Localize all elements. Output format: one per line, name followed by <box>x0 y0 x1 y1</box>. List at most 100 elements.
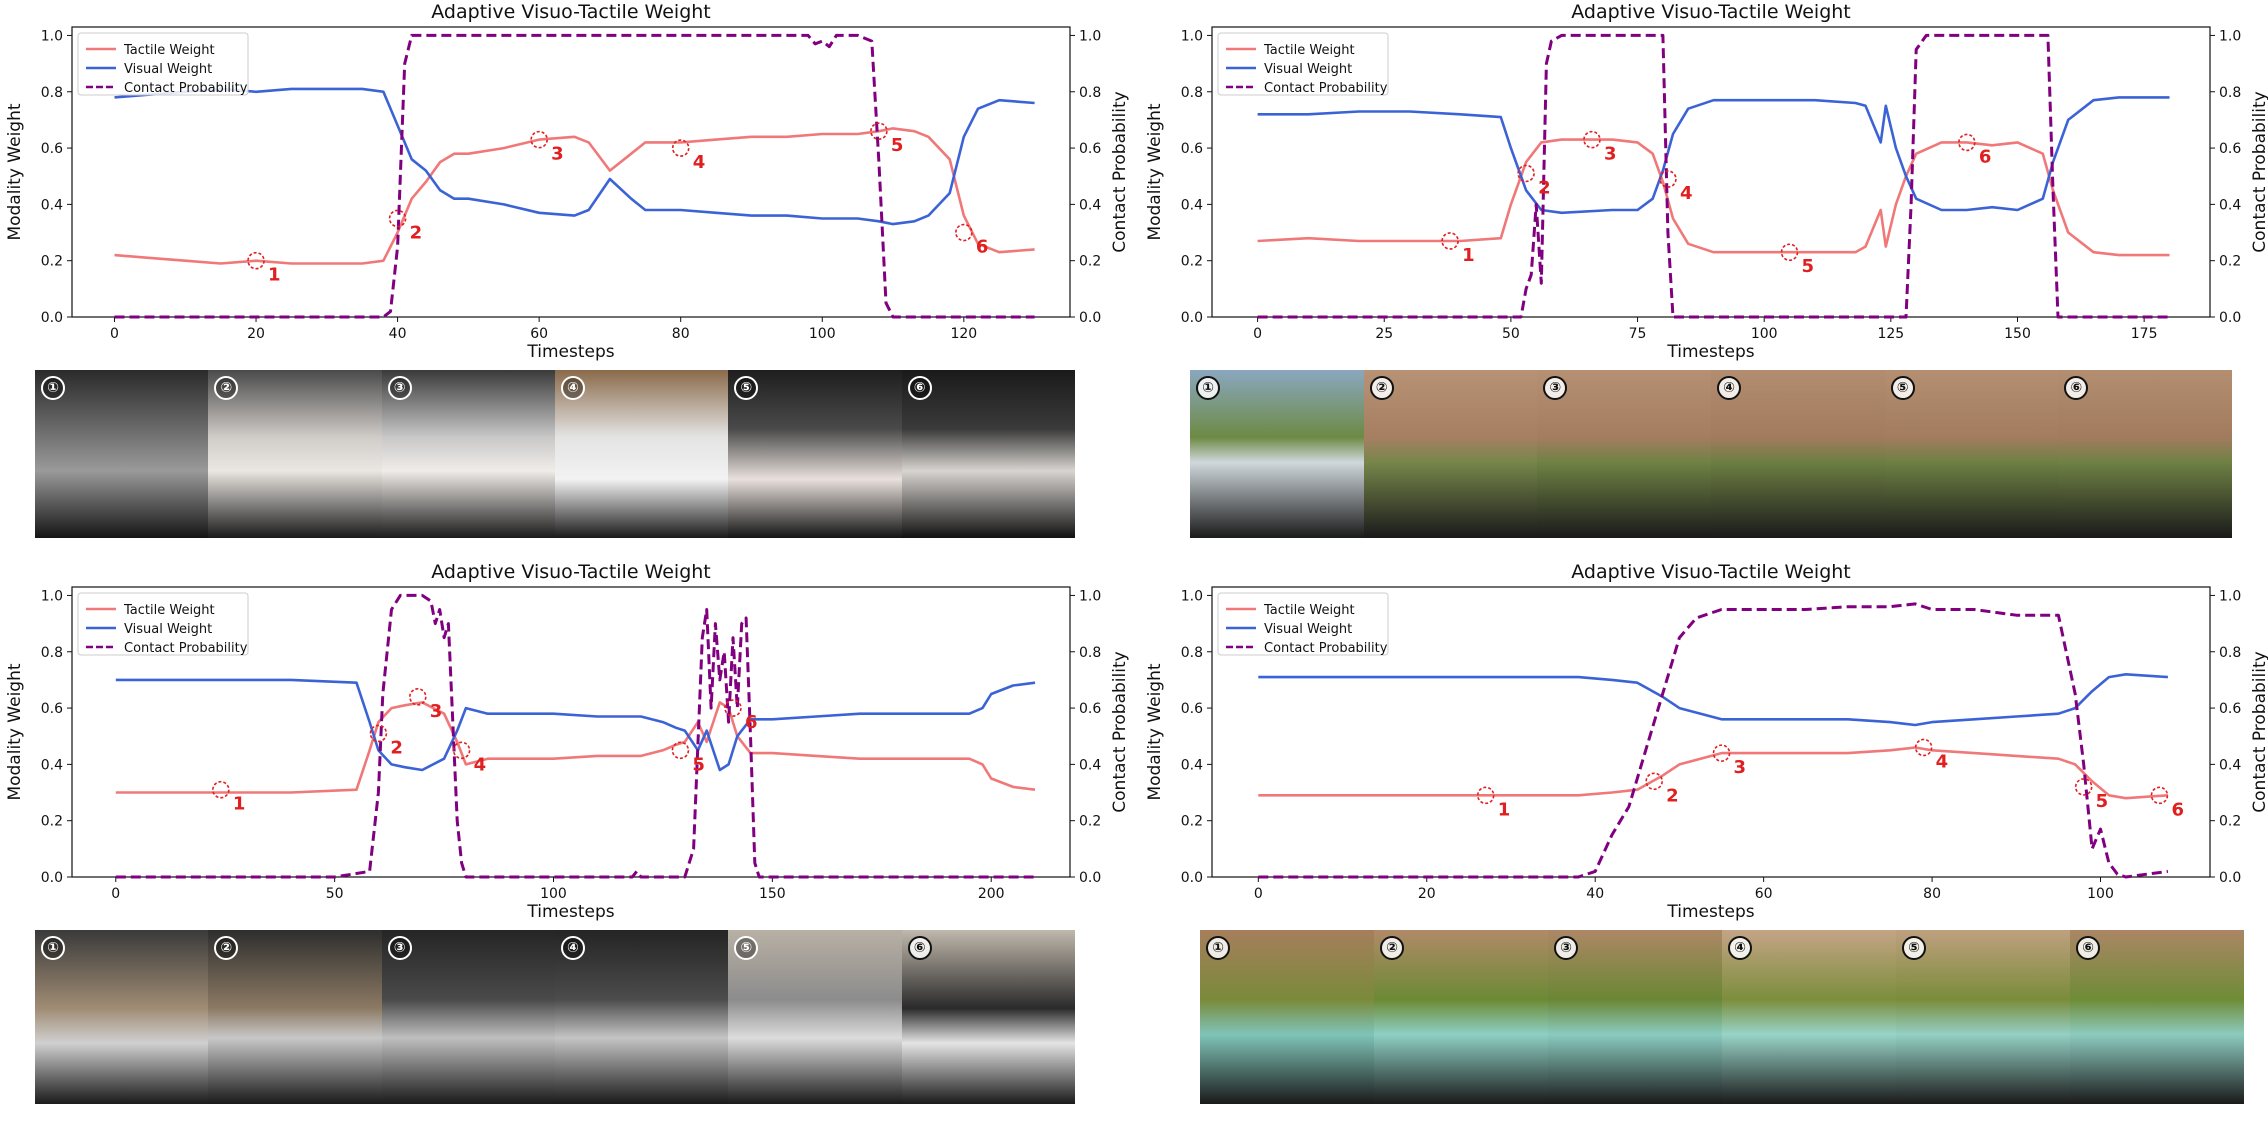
y-tick-label-right: 0.4 <box>1079 757 1101 773</box>
x-axis-label: Timesteps <box>526 902 614 922</box>
annotation-label: 5 <box>891 135 904 156</box>
series-line-contact-probability <box>1258 602 2169 879</box>
x-tick-label: 175 <box>2131 326 2158 342</box>
annotation-marker <box>671 139 690 157</box>
y-tick-label-right: 0.4 <box>2219 197 2241 213</box>
x-tick-label: 75 <box>1629 326 1647 342</box>
photo-strip-2: ① ② ③ ④ ⑤ ⑥ <box>1190 370 2232 538</box>
y-tick-label-left: 0.2 <box>1181 254 1203 270</box>
annotation-label: 1 <box>1462 245 1475 266</box>
photo-frame: ⑤ <box>728 930 902 1104</box>
annotation-label: 1 <box>1498 799 1511 820</box>
photo-frame: ⑥ <box>901 370 1075 538</box>
annotation-label: 6 <box>1979 146 1992 167</box>
photo-step-label: ⑤ <box>734 936 759 960</box>
x-tick-label: 0 <box>1254 886 1263 902</box>
photo-step-label: ⑥ <box>2064 376 2089 400</box>
photo-step-label: ⑤ <box>1902 936 1926 960</box>
y-tick-label-left: 0.8 <box>1181 645 1203 661</box>
annotation-label: 5 <box>2096 791 2109 812</box>
x-tick-label: 0 <box>1253 326 1262 342</box>
annotation-marker <box>1517 164 1535 183</box>
x-tick-label: 80 <box>672 326 690 342</box>
annotation-label: 4 <box>474 754 487 775</box>
y-tick-label-left: 0.0 <box>41 310 63 326</box>
y-tick-label-right: 0.6 <box>2219 701 2241 717</box>
photo-step-label: ③ <box>387 936 412 960</box>
legend-entry: Tactile Weight <box>123 43 215 58</box>
y-axis-label-left: Modality Weight <box>1145 663 1165 800</box>
annotation-label: 4 <box>693 152 706 173</box>
x-tick-label: 40 <box>389 326 407 342</box>
annotation-label: 6 <box>745 712 758 733</box>
photo-frame: ④ <box>1722 930 1896 1104</box>
y-tick-label-right: 0.8 <box>2219 645 2241 661</box>
annotation-marker <box>1659 170 1677 188</box>
x-tick-label: 40 <box>1586 886 1604 902</box>
annotation-marker <box>247 251 265 270</box>
y-tick-label-right: 0.2 <box>2219 814 2241 830</box>
y-tick-label-left: 1.0 <box>41 588 63 604</box>
legend-entry: Visual Weight <box>1264 62 1352 77</box>
y-tick-label-right: 1.0 <box>1079 28 1101 44</box>
y-tick-label-left: 0.0 <box>1181 870 1203 886</box>
legend-box <box>1217 592 1389 656</box>
annotation-marker <box>1958 133 1976 152</box>
y-tick-label-right: 0.4 <box>2219 757 2241 773</box>
photo-frame: ② <box>208 370 382 538</box>
y-tick-label-left: 0.4 <box>41 197 63 213</box>
y-tick-label-left: 0.4 <box>1181 197 1203 213</box>
x-axis-label: Timesteps <box>1666 902 1754 922</box>
y-tick-label-right: 1.0 <box>2219 588 2241 604</box>
series-line-tactile-weight <box>114 127 1035 265</box>
x-tick-label: 0 <box>111 886 120 902</box>
y-tick-label-left: 1.0 <box>1181 588 1203 604</box>
photo-step-label: ② <box>1369 376 1394 400</box>
photo-frame: ① <box>35 370 209 538</box>
y-axis-label-right: Contact Probability <box>1110 651 1130 812</box>
annotation-marker <box>408 688 427 706</box>
annotation-label: 2 <box>1538 177 1551 198</box>
photo-frame: ④ <box>554 930 729 1104</box>
annotation-marker <box>1712 744 1731 762</box>
y-tick-label-right: 0.0 <box>1079 870 1101 886</box>
series-line-visual-weight <box>114 87 1035 226</box>
annotation-marker <box>388 209 407 228</box>
photo-step-label: ④ <box>560 376 585 400</box>
legend-entry: Contact Probability <box>1264 641 1388 656</box>
y-tick-label-left: 1.0 <box>1181 28 1203 44</box>
x-tick-label: 125 <box>1877 326 1904 342</box>
annotation-label: 3 <box>1734 757 1747 778</box>
series-line-tactile-weight <box>1258 746 2168 800</box>
plot-frame <box>71 26 1071 318</box>
photo-strip-4: ① ② ③ ④ ⑤ ⑥ <box>1200 930 2244 1104</box>
series-line-contact-probability <box>1257 33 2170 319</box>
annotation-marker <box>2074 778 2093 796</box>
series-line-visual-weight <box>1258 672 2168 727</box>
x-tick-label: 100 <box>540 886 567 902</box>
legend-entry: Contact Probability <box>124 81 248 96</box>
x-tick-label: 50 <box>1502 326 1520 342</box>
y-tick-label-left: 0.2 <box>1181 814 1203 830</box>
y-tick-label-left: 0.8 <box>1181 85 1203 101</box>
photo-strip-3: ① ② ③ ④ ⑤ ⑥ <box>35 930 1075 1104</box>
legend-entry: Contact Probability <box>1264 81 1388 96</box>
legend: Tactile Weight Visual Weight Contact Proba… <box>77 592 249 656</box>
legend: Tactile Weight Visual Weight Contact Proba… <box>1217 592 1389 656</box>
photo-step-label: ⑤ <box>734 376 759 400</box>
photo-frame: ② <box>1363 370 1538 538</box>
legend: Tactile Weight Visual Weight Contact Proba… <box>77 32 249 96</box>
annotation-marker <box>671 741 690 760</box>
y-tick-label-right: 0.2 <box>1079 814 1101 830</box>
photo-step-label: ④ <box>1717 376 1742 400</box>
y-axis-label-right: Contact Probability <box>1110 91 1130 252</box>
series-line-tactile-weight <box>115 701 1036 794</box>
annotation-marker <box>1780 243 1799 262</box>
photo-step-label: ① <box>41 936 65 960</box>
photo-frame: ⑤ <box>1884 370 2059 538</box>
photo-frame: ② <box>1374 930 1548 1104</box>
